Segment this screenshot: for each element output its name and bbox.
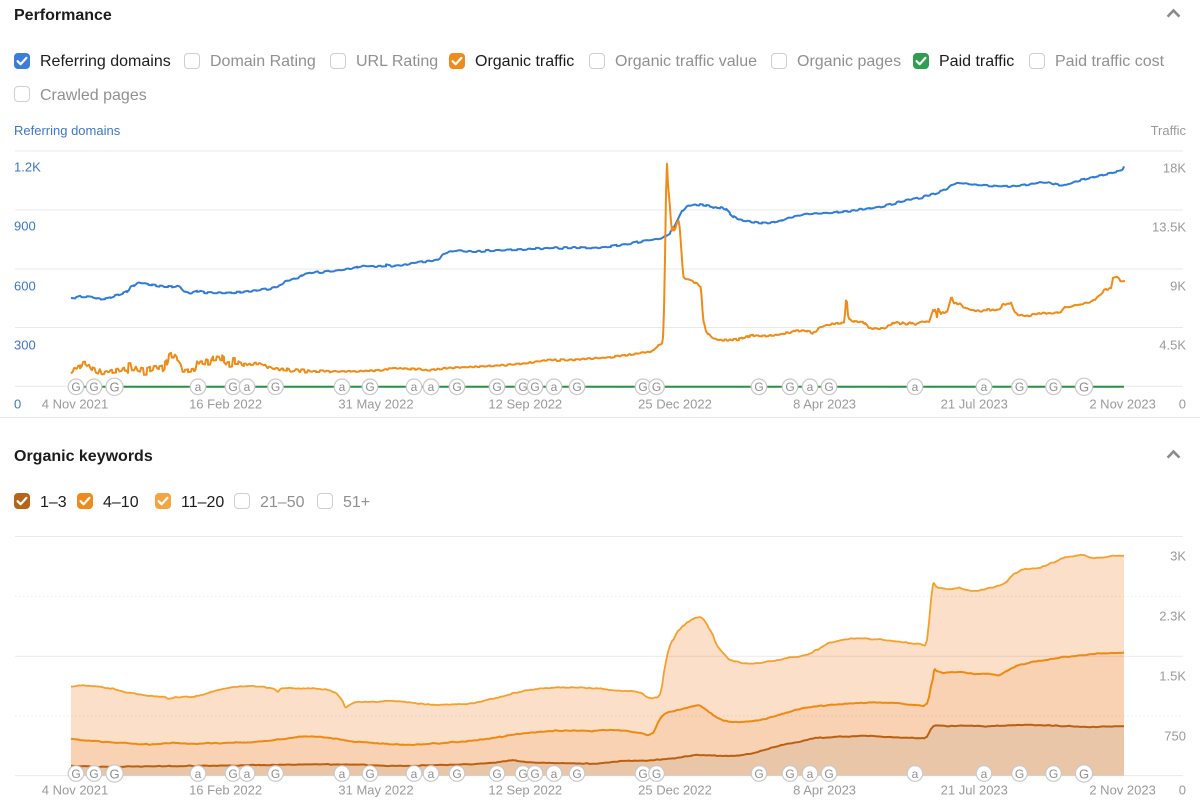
svg-text:a: a (244, 767, 251, 781)
svg-text:9K: 9K (1170, 279, 1186, 294)
svg-text:21 Jul 2023: 21 Jul 2023 (941, 397, 1008, 412)
svg-text:G: G (1079, 380, 1089, 395)
svg-text:G: G (452, 767, 461, 781)
svg-text:G: G (824, 380, 833, 394)
svg-text:a: a (912, 767, 919, 781)
svg-text:G: G (530, 767, 539, 781)
svg-text:0: 0 (1179, 783, 1186, 798)
svg-text:G: G (1049, 380, 1058, 394)
svg-text:G: G (638, 380, 647, 394)
svg-text:300: 300 (14, 338, 36, 353)
svg-text:31 May 2022: 31 May 2022 (338, 783, 413, 798)
svg-text:16 Feb 2022: 16 Feb 2022 (189, 783, 262, 798)
svg-text:G: G (518, 380, 527, 394)
svg-text:1.2K: 1.2K (14, 160, 41, 175)
svg-text:G: G (754, 767, 763, 781)
svg-text:a: a (244, 380, 251, 394)
svg-text:a: a (411, 380, 418, 394)
svg-text:G: G (652, 380, 661, 394)
svg-text:8 Apr 2023: 8 Apr 2023 (793, 397, 856, 412)
svg-text:G: G (71, 767, 80, 781)
svg-text:G: G (1015, 767, 1024, 781)
svg-text:G: G (228, 380, 237, 394)
svg-text:a: a (551, 380, 558, 394)
svg-text:0: 0 (14, 397, 21, 412)
svg-text:12 Sep 2022: 12 Sep 2022 (488, 397, 562, 412)
svg-text:0: 0 (1179, 397, 1186, 412)
svg-text:18K: 18K (1163, 161, 1186, 176)
svg-text:a: a (981, 380, 988, 394)
svg-text:a: a (339, 767, 346, 781)
svg-text:G: G (271, 767, 280, 781)
svg-text:G: G (71, 380, 80, 394)
svg-text:a: a (339, 380, 346, 394)
svg-text:G: G (530, 380, 539, 394)
svg-text:G: G (365, 380, 374, 394)
svg-text:G: G (1049, 767, 1058, 781)
svg-text:16 Feb 2022: 16 Feb 2022 (189, 397, 262, 412)
svg-text:G: G (492, 767, 501, 781)
svg-text:1.5K: 1.5K (1159, 669, 1186, 684)
svg-text:G: G (1015, 380, 1024, 394)
svg-text:G: G (89, 380, 98, 394)
svg-text:G: G (785, 380, 794, 394)
svg-text:a: a (807, 380, 814, 394)
svg-text:G: G (572, 767, 581, 781)
svg-text:G: G (518, 767, 527, 781)
svg-text:a: a (411, 767, 418, 781)
svg-text:4 Nov 2021: 4 Nov 2021 (42, 783, 109, 798)
svg-text:G: G (89, 767, 98, 781)
svg-text:Traffic: Traffic (1151, 123, 1187, 138)
svg-text:a: a (195, 380, 202, 394)
svg-text:2 Nov 2023: 2 Nov 2023 (1089, 783, 1156, 798)
svg-text:G: G (754, 380, 763, 394)
svg-text:31 May 2022: 31 May 2022 (338, 397, 413, 412)
svg-text:600: 600 (14, 279, 36, 294)
svg-text:G: G (452, 380, 461, 394)
svg-text:G: G (785, 767, 794, 781)
svg-text:G: G (109, 380, 119, 395)
svg-text:900: 900 (14, 219, 36, 234)
svg-text:a: a (195, 767, 202, 781)
svg-text:2.3K: 2.3K (1159, 609, 1186, 624)
svg-text:13.5K: 13.5K (1152, 220, 1186, 235)
svg-text:G: G (824, 767, 833, 781)
svg-text:Referring domains: Referring domains (14, 123, 121, 138)
svg-text:G: G (271, 380, 280, 394)
svg-text:12 Sep 2022: 12 Sep 2022 (488, 783, 562, 798)
svg-text:4.5K: 4.5K (1159, 338, 1186, 353)
svg-text:a: a (912, 380, 919, 394)
svg-text:750: 750 (1164, 729, 1186, 744)
svg-text:G: G (492, 380, 501, 394)
svg-text:25 Dec 2022: 25 Dec 2022 (638, 397, 712, 412)
svg-text:G: G (652, 767, 661, 781)
svg-text:G: G (365, 767, 374, 781)
svg-text:a: a (428, 767, 435, 781)
svg-text:a: a (807, 767, 814, 781)
svg-text:G: G (638, 767, 647, 781)
svg-text:4 Nov 2021: 4 Nov 2021 (42, 397, 109, 412)
svg-text:2 Nov 2023: 2 Nov 2023 (1089, 397, 1156, 412)
svg-text:a: a (551, 767, 558, 781)
svg-text:3K: 3K (1170, 549, 1186, 564)
svg-text:G: G (228, 767, 237, 781)
svg-text:G: G (109, 766, 119, 781)
svg-text:8 Apr 2023: 8 Apr 2023 (793, 783, 856, 798)
svg-text:25 Dec 2022: 25 Dec 2022 (638, 783, 712, 798)
svg-text:G: G (572, 380, 581, 394)
svg-text:G: G (1079, 766, 1089, 781)
svg-text:21 Jul 2023: 21 Jul 2023 (941, 783, 1008, 798)
svg-text:a: a (428, 380, 435, 394)
svg-text:a: a (981, 767, 988, 781)
